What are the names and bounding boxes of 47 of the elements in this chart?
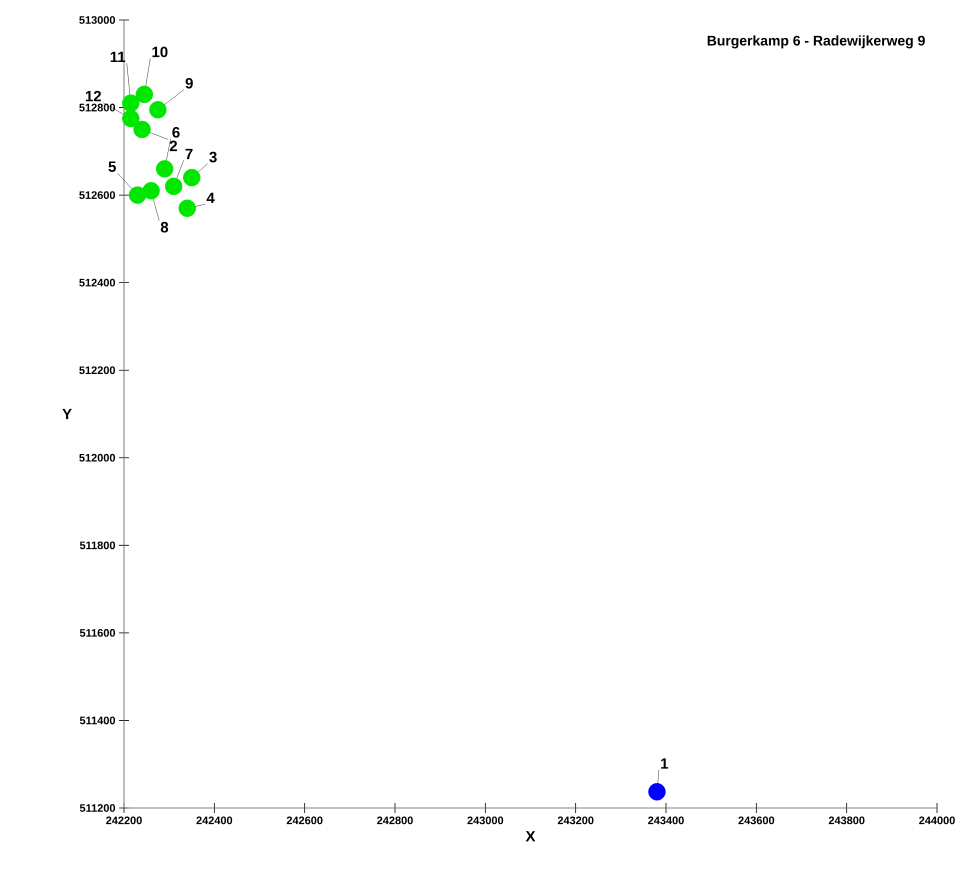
y-tick-label: 512200: [79, 366, 116, 374]
y-tick-label: 511400: [80, 716, 116, 724]
annotation: 3: [209, 152, 217, 162]
point: [164, 178, 182, 196]
x-tick-label: 242200: [106, 816, 142, 824]
annotation: 6: [172, 127, 180, 138]
annotation: 7: [186, 148, 193, 160]
annotation: 9: [186, 78, 193, 89]
y-tick-label: 512600: [79, 191, 116, 199]
y-tick-label: 511600: [80, 629, 116, 637]
annotation: 2: [170, 140, 177, 152]
x-tick-label: 243800: [828, 816, 864, 824]
x-tick-label: 242400: [196, 816, 232, 824]
point: [128, 186, 146, 204]
annotation: 11: [110, 52, 126, 62]
x-tick-label: 243400: [648, 816, 684, 824]
x-axis-title: X: [526, 831, 536, 842]
point: [136, 86, 154, 104]
y-tick-label: 511800: [80, 541, 116, 550]
point: [648, 783, 666, 800]
y-tick-label: 512000: [79, 454, 116, 462]
y-tick-label: 513000: [79, 16, 116, 24]
annotation: 1: [661, 758, 668, 769]
point: [142, 182, 160, 200]
y-tick-label: 512400: [79, 278, 116, 287]
annotation: 12: [86, 90, 101, 102]
x-tick-label: 242600: [286, 816, 322, 824]
point: [133, 120, 151, 138]
x-tick-label: 243600: [738, 816, 774, 824]
y-axis-title: Y: [62, 408, 72, 420]
annotation: 10: [152, 46, 168, 58]
x-tick-label: 242800: [377, 816, 413, 824]
text: Burgerkamp 6 - Radewijkerweg 9: [708, 35, 925, 48]
annotation: 5: [108, 161, 116, 172]
point: [122, 110, 140, 128]
annotation: 8: [160, 222, 168, 232]
point: [183, 168, 200, 186]
annotation: 4: [206, 192, 215, 204]
x-tick-label: 244000: [919, 816, 955, 824]
y-tick-label: 511200: [80, 804, 116, 812]
x-tick-label: 243200: [558, 816, 594, 824]
point: [156, 160, 174, 178]
point: [122, 94, 140, 112]
y-tick-label: 512800: [79, 104, 116, 112]
point: [178, 200, 196, 217]
x-tick-label: 243000: [467, 816, 504, 824]
point: [149, 101, 167, 118]
